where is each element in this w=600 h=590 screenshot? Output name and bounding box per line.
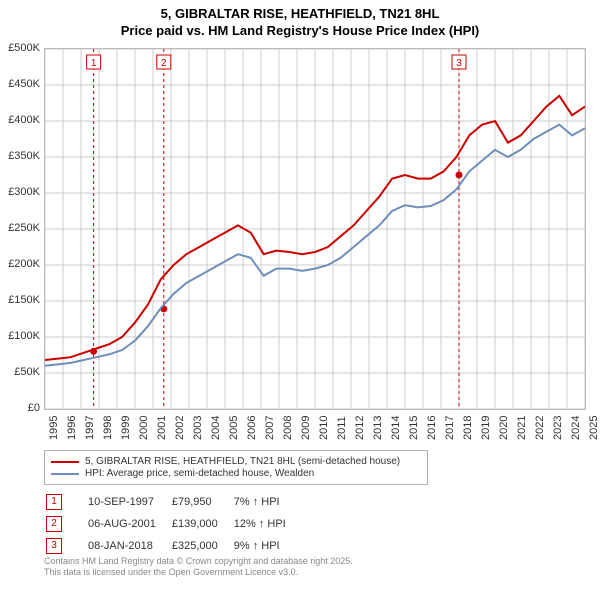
x-tick-label: 2020 <box>498 416 510 440</box>
y-tick-label: £250K <box>0 222 40 234</box>
x-tick-label: 2001 <box>156 416 168 440</box>
x-tick-label: 2017 <box>444 416 456 440</box>
sale-row: 2 06-AUG-2001£139,00012% ↑ HPI <box>46 514 300 534</box>
legend-swatch <box>51 473 79 475</box>
x-tick-label: 2019 <box>480 416 492 440</box>
svg-text:3: 3 <box>456 58 462 69</box>
sale-date: 06-AUG-2001 <box>88 514 170 534</box>
x-tick-label: 2007 <box>264 416 276 440</box>
legend-label: HPI: Average price, semi-detached house,… <box>85 468 314 479</box>
chart-wrapper: 5, GIBRALTAR RISE, HEATHFIELD, TN21 8HL … <box>0 0 600 590</box>
sale-marker-cell: 1 <box>46 492 86 512</box>
sale-marker-icon: 2 <box>46 516 62 532</box>
y-tick-label: £0 <box>0 402 40 414</box>
legend-swatch <box>51 461 79 463</box>
sale-price: £325,000 <box>172 536 232 556</box>
legend-item: 5, GIBRALTAR RISE, HEATHFIELD, TN21 8HL … <box>51 456 421 467</box>
sale-pct: 7% ↑ HPI <box>234 492 300 512</box>
x-tick-label: 1996 <box>66 416 78 440</box>
x-tick-label: 1998 <box>102 416 114 440</box>
x-tick-label: 2023 <box>552 416 564 440</box>
sale-pct: 9% ↑ HPI <box>234 536 300 556</box>
x-tick-label: 2021 <box>516 416 528 440</box>
x-tick-label: 2010 <box>318 416 330 440</box>
svg-text:2: 2 <box>161 58 167 69</box>
x-tick-label: 2008 <box>282 416 294 440</box>
sale-row: 1 10-SEP-1997£79,9507% ↑ HPI <box>46 492 300 512</box>
x-tick-label: 2006 <box>246 416 258 440</box>
x-tick-label: 2002 <box>174 416 186 440</box>
x-tick-label: 2024 <box>570 416 582 440</box>
y-tick-label: £350K <box>0 150 40 162</box>
x-tick-label: 2004 <box>210 416 222 440</box>
x-tick-label: 2012 <box>354 416 366 440</box>
x-tick-label: 2011 <box>336 416 348 440</box>
plot-area: 1 2 3 <box>44 48 586 410</box>
y-tick-label: £150K <box>0 294 40 306</box>
y-tick-label: £300K <box>0 186 40 198</box>
svg-text:1: 1 <box>91 58 97 69</box>
chart-svg: 1 2 3 <box>45 49 585 409</box>
sale-date: 10-SEP-1997 <box>88 492 170 512</box>
sales-table: 1 10-SEP-1997£79,9507% ↑ HPI 2 06-AUG-2001£… <box>44 490 302 558</box>
x-tick-label: 2016 <box>426 416 438 440</box>
x-tick-label: 2003 <box>192 416 204 440</box>
x-tick-label: 2013 <box>372 416 384 440</box>
sale-marker-cell: 2 <box>46 514 86 534</box>
x-tick-label: 2005 <box>228 416 240 440</box>
legend-label: 5, GIBRALTAR RISE, HEATHFIELD, TN21 8HL … <box>85 456 400 467</box>
x-tick-label: 2000 <box>138 416 150 440</box>
x-tick-label: 2022 <box>534 416 546 440</box>
y-tick-label: £100K <box>0 330 40 342</box>
y-tick-label: £200K <box>0 258 40 270</box>
attribution-line-2: This data is licensed under the Open Gov… <box>44 567 298 577</box>
x-tick-label: 2025 <box>588 416 600 440</box>
sale-row: 3 08-JAN-2018£325,0009% ↑ HPI <box>46 536 300 556</box>
chart-title: 5, GIBRALTAR RISE, HEATHFIELD, TN21 8HL … <box>0 0 600 40</box>
attribution: Contains HM Land Registry data © Crown c… <box>44 556 353 578</box>
x-tick-label: 1997 <box>84 416 96 440</box>
x-tick-label: 2015 <box>408 416 420 440</box>
y-tick-label: £400K <box>0 114 40 126</box>
x-tick-label: 2018 <box>462 416 474 440</box>
legend-item: HPI: Average price, semi-detached house,… <box>51 468 421 479</box>
x-tick-label: 2009 <box>300 416 312 440</box>
title-line-2: Price paid vs. HM Land Registry's House … <box>121 23 480 38</box>
sale-pct: 12% ↑ HPI <box>234 514 300 534</box>
sale-marker-cell: 3 <box>46 536 86 556</box>
legend: 5, GIBRALTAR RISE, HEATHFIELD, TN21 8HL … <box>44 450 428 485</box>
sale-price: £139,000 <box>172 514 232 534</box>
y-tick-label: £50K <box>0 366 40 378</box>
x-tick-label: 2014 <box>390 416 402 440</box>
sale-marker-icon: 3 <box>46 538 62 554</box>
sale-marker-icon: 1 <box>46 494 62 510</box>
sale-price: £79,950 <box>172 492 232 512</box>
y-tick-label: £450K <box>0 78 40 90</box>
y-tick-label: £500K <box>0 42 40 54</box>
x-tick-label: 1999 <box>120 416 132 440</box>
x-tick-label: 1995 <box>48 416 60 440</box>
sale-date: 08-JAN-2018 <box>88 536 170 556</box>
title-line-1: 5, GIBRALTAR RISE, HEATHFIELD, TN21 8HL <box>161 6 440 21</box>
attribution-line-1: Contains HM Land Registry data © Crown c… <box>44 556 353 566</box>
